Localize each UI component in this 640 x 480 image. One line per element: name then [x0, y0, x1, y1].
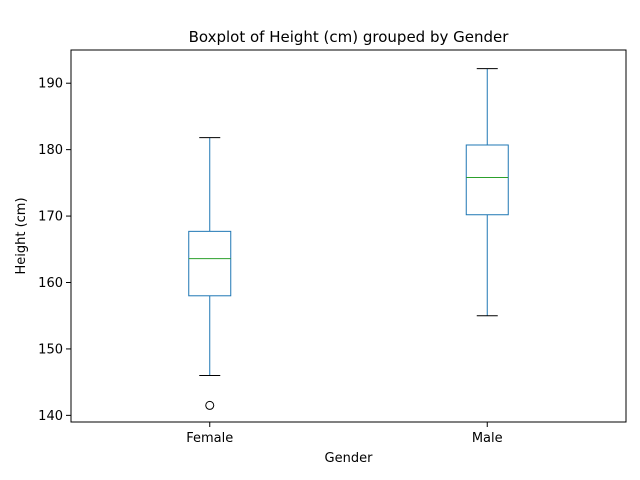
y-tick-label: 190 [38, 77, 63, 92]
y-tick-label: 150 [38, 342, 63, 357]
y-axis-label: Height (cm) [14, 197, 29, 274]
box-group-female [188, 137, 232, 410]
y-axis: 140 150 160 170 180 190 [38, 77, 71, 424]
x-axis-label: Gender [325, 451, 374, 466]
x-axis: Female Male [186, 422, 503, 446]
chart-title: Boxplot of Height (cm) grouped by Gender [189, 28, 510, 46]
y-tick-label: 170 [38, 210, 63, 225]
plot-area [70, 49, 627, 423]
x-tick-label: Male [472, 431, 503, 446]
box [188, 230, 232, 297]
y-tick-label: 180 [38, 143, 63, 158]
outlier-point [205, 400, 215, 410]
box-group-male [465, 68, 509, 317]
y-tick-label: 160 [38, 276, 63, 291]
boxes [188, 68, 509, 410]
y-tick-label: 140 [38, 409, 63, 424]
x-tick-label: Female [186, 431, 233, 446]
box [465, 144, 509, 216]
